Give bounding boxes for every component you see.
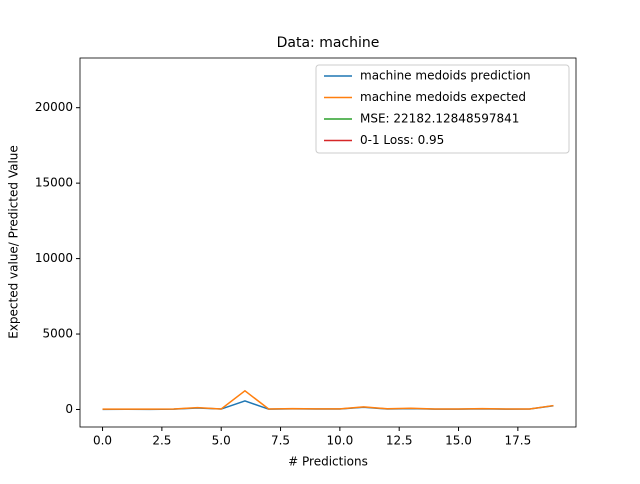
x-tick-label: 2.5 <box>152 434 171 448</box>
x-tick-label: 10.0 <box>327 434 354 448</box>
x-tick-label: 17.5 <box>504 434 531 448</box>
chart-title: Data: machine <box>277 35 380 51</box>
legend-label: MSE: 22182.12848597841 <box>360 112 519 126</box>
y-tick-label: 5000 <box>42 327 73 341</box>
line <box>102 389 554 410</box>
y-tick-label: 15000 <box>35 176 73 190</box>
y-tick-label: 0 <box>65 402 73 416</box>
x-axis-label: # Predictions <box>288 455 368 469</box>
legend-label: 0-1 Loss: 0.95 <box>360 133 444 147</box>
y-axis-label: Expected value/ Predicted Value <box>7 145 21 339</box>
x-tick-label: 12.5 <box>386 434 413 448</box>
x-tick-label: 5.0 <box>212 434 231 448</box>
x-tick-label: 15.0 <box>445 434 472 448</box>
y-tick-label: 20000 <box>35 100 73 114</box>
x-tick-label: 0.0 <box>93 434 112 448</box>
legend-box <box>315 64 570 154</box>
legend-label: machine medoids expected <box>360 90 526 104</box>
x-tick-label: 7.5 <box>271 434 290 448</box>
axes-frame <box>79 57 577 428</box>
y-tick-label: 10000 <box>35 251 73 265</box>
legend-label: machine medoids prediction <box>360 69 531 83</box>
